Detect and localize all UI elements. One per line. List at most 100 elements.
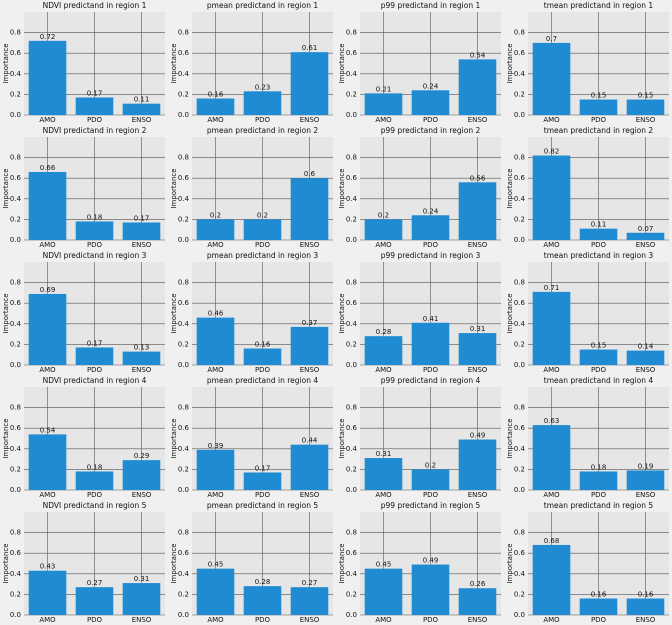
bar xyxy=(579,349,618,365)
y-tick-label: 0.2 xyxy=(10,90,21,98)
y-tick-label: 0.0 xyxy=(10,611,21,619)
y-tick-label: 0.6 xyxy=(346,49,358,57)
y-axis-label: Importance xyxy=(170,43,178,83)
y-tick-label: 0.0 xyxy=(178,236,189,244)
bar xyxy=(196,98,235,115)
data-label: 0.31 xyxy=(470,325,486,333)
y-tick-label: 0.2 xyxy=(346,90,357,98)
x-tick-label: ENSO xyxy=(636,116,656,124)
y-axis-label: Importance xyxy=(506,418,514,458)
y-axis-label: Importance xyxy=(506,168,514,208)
x-tick-label: PDO xyxy=(591,241,607,249)
chart-title: tmean predictand in region 2 xyxy=(544,126,654,135)
x-tick-label: PDO xyxy=(255,616,271,624)
x-tick-label: ENSO xyxy=(132,491,152,499)
bar xyxy=(196,449,235,490)
bar xyxy=(28,434,67,490)
data-label: 0.18 xyxy=(591,463,607,471)
bar xyxy=(122,103,161,115)
x-tick-label: AMO xyxy=(39,241,56,249)
x-tick-label: AMO xyxy=(207,116,224,124)
x-tick-label: AMO xyxy=(39,491,56,499)
x-tick-label: ENSO xyxy=(468,491,488,499)
y-tick-label: 0.4 xyxy=(514,195,526,203)
y-tick-label: 0.6 xyxy=(178,174,190,182)
data-label: 0.13 xyxy=(134,344,150,352)
data-label: 0.18 xyxy=(87,213,103,221)
y-tick-label: 0.4 xyxy=(346,195,358,203)
data-label: 0.14 xyxy=(638,343,654,351)
data-label: 0.31 xyxy=(134,575,150,583)
y-axis-label: Importance xyxy=(338,43,346,83)
y-tick-label: 0.8 xyxy=(514,279,525,287)
bar xyxy=(364,93,403,115)
data-label: 0.19 xyxy=(638,462,654,470)
x-tick-label: AMO xyxy=(543,616,560,624)
y-tick-label: 0.4 xyxy=(514,320,526,328)
data-label: 0.17 xyxy=(255,464,271,472)
bar xyxy=(75,97,114,115)
data-label: 0.69 xyxy=(40,286,56,294)
bar xyxy=(579,598,618,615)
y-tick-label: 0.4 xyxy=(10,195,22,203)
data-label: 0.16 xyxy=(638,591,654,599)
y-tick-label: 0.0 xyxy=(346,486,357,494)
bar xyxy=(458,439,497,490)
data-label: 0.37 xyxy=(302,319,318,327)
y-tick-label: 0.8 xyxy=(346,404,357,412)
bar xyxy=(243,348,282,365)
y-tick-label: 0.4 xyxy=(346,320,358,328)
y-tick-label: 0.4 xyxy=(514,445,526,453)
chart-title: pmean predictand in region 5 xyxy=(207,501,318,510)
bar xyxy=(626,350,665,365)
y-tick-label: 0.0 xyxy=(10,486,21,494)
y-tick-label: 0.6 xyxy=(346,299,358,307)
data-label: 0.23 xyxy=(255,83,271,91)
y-axis-label: Importance xyxy=(338,168,346,208)
y-tick-label: 0.0 xyxy=(514,361,525,369)
data-label: 0.46 xyxy=(208,310,224,318)
y-tick-label: 0.6 xyxy=(10,549,22,557)
x-tick-label: AMO xyxy=(375,616,392,624)
x-tick-label: PDO xyxy=(87,366,103,374)
bar xyxy=(243,91,282,115)
data-label: 0.28 xyxy=(376,328,392,336)
chart-title: p99 predictand in region 2 xyxy=(381,126,481,135)
y-tick-label: 0.6 xyxy=(514,299,526,307)
data-label: 0.17 xyxy=(134,214,150,222)
y-tick-label: 0.0 xyxy=(514,486,525,494)
data-label: 0.6 xyxy=(304,170,316,178)
data-label: 0.26 xyxy=(470,580,486,588)
chart-title: NDVI predictand in region 1 xyxy=(43,1,147,10)
chart-title: p99 predictand in region 1 xyxy=(381,1,481,10)
y-tick-label: 0.8 xyxy=(178,154,189,162)
y-tick-label: 0.8 xyxy=(346,279,357,287)
y-tick-label: 0.6 xyxy=(178,549,190,557)
data-label: 0.54 xyxy=(40,426,56,434)
chart-title: tmean predictand in region 1 xyxy=(544,1,654,10)
bar xyxy=(364,458,403,490)
bar xyxy=(411,469,450,490)
y-tick-label: 0.8 xyxy=(10,154,21,162)
y-tick-label: 0.6 xyxy=(10,299,22,307)
x-tick-label: PDO xyxy=(255,241,271,249)
x-tick-label: AMO xyxy=(375,366,392,374)
x-tick-label: AMO xyxy=(207,616,224,624)
data-label: 0.24 xyxy=(423,207,439,215)
data-label: 0.2 xyxy=(378,211,389,219)
x-tick-label: AMO xyxy=(207,491,224,499)
x-tick-label: AMO xyxy=(543,366,560,374)
bar xyxy=(411,564,450,615)
data-label: 0.72 xyxy=(40,33,56,41)
y-tick-label: 0.8 xyxy=(10,404,21,412)
y-tick-label: 0.6 xyxy=(514,49,526,57)
x-tick-label: PDO xyxy=(255,116,271,124)
x-tick-label: AMO xyxy=(543,241,560,249)
bar xyxy=(122,351,161,365)
y-tick-label: 0.2 xyxy=(514,90,525,98)
y-tick-label: 0.4 xyxy=(10,570,22,578)
x-tick-label: ENSO xyxy=(132,116,152,124)
bar xyxy=(290,587,329,615)
data-label: 0.71 xyxy=(544,284,560,292)
x-tick-label: PDO xyxy=(423,491,439,499)
